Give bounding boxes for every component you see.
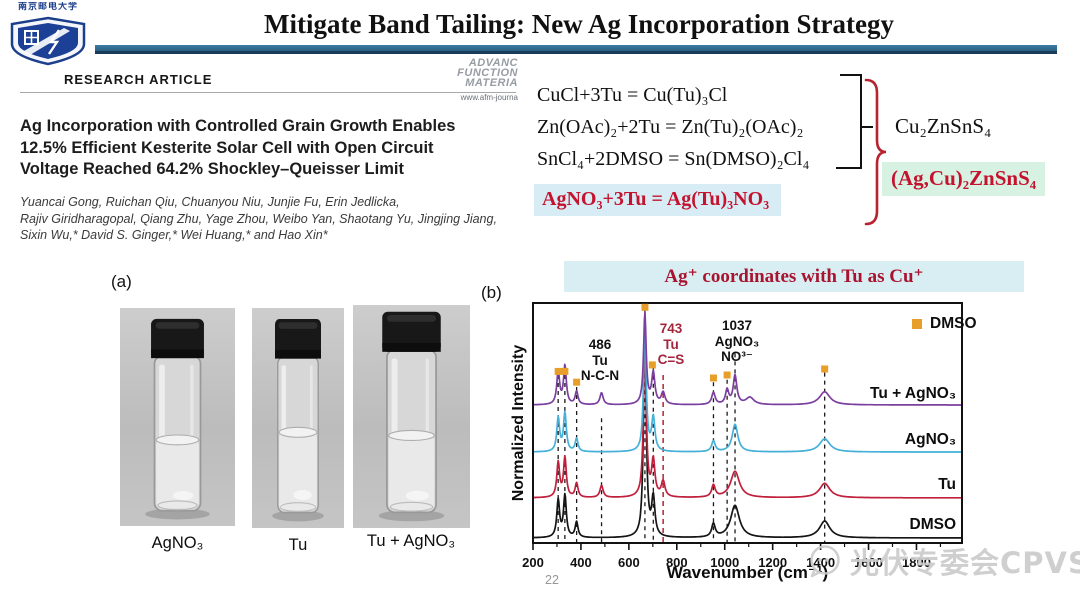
trace-label-tu: Tu xyxy=(938,476,956,493)
divider xyxy=(20,92,516,93)
article-author-line: Rajiv Giridharagopal, Qiang Zhu, Yage Zh… xyxy=(20,211,497,226)
journal-name-line: ADVANC xyxy=(468,57,518,69)
article-author-line: Yuancai Gong, Ruichan Qiu, Chuanyou Niu,… xyxy=(20,195,400,209)
product-aczts: (Ag,Cu)₂ZnSnS₄ xyxy=(882,162,1046,196)
article-author-line: Sixin Wu,* David S. Ginger,* Wei Huang,*… xyxy=(20,228,328,242)
svg-text:1000: 1000 xyxy=(710,555,739,570)
article-panel: RESEARCH ARTICLE ADVANC FUNCTION MATERIA… xyxy=(15,58,520,258)
title-rule xyxy=(95,45,1057,54)
article-title-line: Voltage Reached 64.2% Shockley–Queisser … xyxy=(20,160,404,178)
svg-text:1800: 1800 xyxy=(902,555,931,570)
article-title: Ag Incorporation with Controlled Grain G… xyxy=(20,116,455,181)
panel-a-label: (a) xyxy=(111,272,132,291)
article-title-line: Ag Incorporation with Controlled Grain G… xyxy=(20,117,456,135)
equations-panel: CuCl+3Tu = Cu(Tu)₃Cl Zn(OAc)₂+2Tu = Zn(T… xyxy=(530,60,1080,260)
university-name: 南京邮电大学 xyxy=(17,2,78,12)
svg-text:600: 600 xyxy=(618,555,640,570)
vial-photo-agno3 xyxy=(120,308,235,526)
vial-label-tu-agno3: Tu + AgNO₃ xyxy=(366,532,456,550)
page-number: 22 xyxy=(545,573,559,587)
svg-text:1600: 1600 xyxy=(854,555,883,570)
journal-name-line: MATERIA xyxy=(465,77,518,89)
equation-sncl: SnCl₄+2DMSO = Sn(DMSO)₂Cl₄ xyxy=(537,148,810,170)
peak-annotation-1037: 1037 AgNO₃ NO³⁻ xyxy=(714,318,760,364)
chat-bubble-icon xyxy=(810,545,840,578)
y-axis-label: Normalized Intensity xyxy=(510,344,527,502)
university-logo: 南京邮电大学 xyxy=(4,2,92,74)
legend-swatch xyxy=(912,319,922,329)
vial-photo-tu xyxy=(252,308,344,528)
x-axis-label: Wavenumber (cm⁻¹) xyxy=(666,563,829,582)
university-shield-icon xyxy=(10,16,86,66)
svg-text:400: 400 xyxy=(570,555,592,570)
journal-logo: ADVANC FUNCTION MATERIA www.afm-journa xyxy=(457,58,518,103)
vial-label-tu: Tu xyxy=(288,536,308,554)
svg-text:200: 200 xyxy=(522,555,544,570)
vials-panel: (a) xyxy=(95,268,490,580)
article-kicker: RESEARCH ARTICLE xyxy=(64,72,213,87)
vial-graphic xyxy=(272,319,324,522)
watermark: 光伏专委会CPVS xyxy=(806,540,1080,582)
equation-agno3-highlighted: AgNO₃+3Tu = Ag(Tu)₃NO₃ xyxy=(534,184,782,216)
panel-b-label: (b) xyxy=(481,283,502,302)
page-title: Mitigate Band Tailing: New Ag Incorporat… xyxy=(263,9,894,39)
chart-title-badge: Ag⁺ coordinates with Tu as Cu⁺ xyxy=(564,261,1024,292)
trace-label-agno3: AgNO₃ xyxy=(904,431,956,448)
article-authors: Yuancai Gong, Ruichan Qiu, Chuanyou Niu,… xyxy=(20,194,497,244)
watermark-text: 光伏专委会CPVS xyxy=(850,546,1080,580)
legend-label: DMSO xyxy=(930,315,977,332)
svg-text:800: 800 xyxy=(666,555,688,570)
svg-text:1200: 1200 xyxy=(758,555,787,570)
product-czts: Cu₂ZnSnS₄ xyxy=(895,114,992,138)
spectra-panel: (b) Ag⁺ coordinates with Tu as Cu⁺ Norma… xyxy=(480,255,1080,608)
journal-url: www.afm-journa xyxy=(460,93,518,102)
vial-graphic xyxy=(378,311,445,522)
article-title-line: 12.5% Efficient Kesterite Solar Cell wit… xyxy=(20,138,434,157)
vial-label-agno3: AgNO₃ xyxy=(151,534,204,552)
peak-annotation-486: 486 Tu N-C-N xyxy=(580,337,620,383)
equation-znoac: Zn(OAc)₂+2Tu = Zn(Tu)₂(OAc)₂ xyxy=(537,116,804,138)
trace-label-dmso: DMSO xyxy=(909,516,957,533)
equation-cucl: CuCl+3Tu = Cu(Tu)₃Cl xyxy=(537,84,728,106)
chart-legend: DMSO xyxy=(912,315,977,333)
peak-annotation-743: 743 Tu C=S xyxy=(657,321,685,367)
journal-name-line: FUNCTION xyxy=(457,67,518,79)
vial-graphic xyxy=(145,318,210,520)
trace-label-tu-agno3: Tu + AgNO₃ xyxy=(870,385,956,402)
vial-photo-tu-agno3 xyxy=(353,305,470,528)
spectra-chart-svg: 200 400 600 800 1000 1200 1400 1600 1800 xyxy=(522,302,963,570)
